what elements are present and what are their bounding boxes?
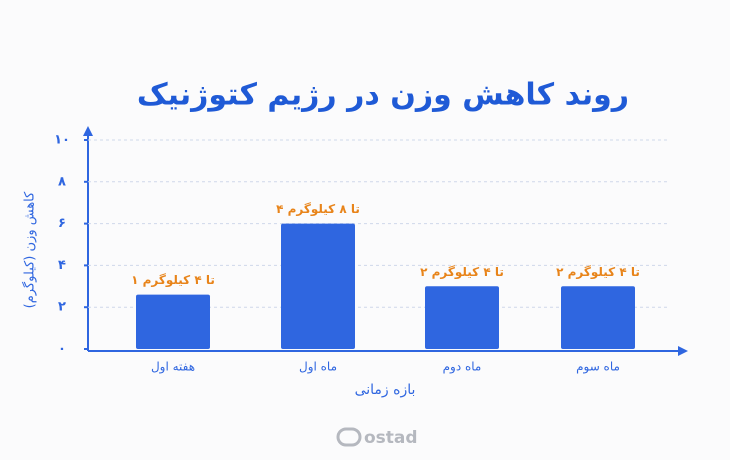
x-tick-label: ماه سوم [576,360,620,375]
bar [281,223,355,349]
bar [425,286,499,349]
x-tick-label: ماه اول [299,360,337,375]
y-axis-arrow [83,126,93,136]
value-label: ۴ تا ۸ کیلوگرم [276,202,360,217]
value-label: ۱ تا ۴ کیلوگرم [131,273,215,288]
bar [561,286,635,349]
y-tick-label: ۱۰ [54,133,70,148]
x-tick-label: ماه دوم [443,360,482,375]
y-tick-label: ۴ [58,258,66,273]
y-tick-label: ۶ [58,216,66,231]
y-axis-label: کاهش وزن (کیلوگرم) [22,191,38,308]
y-tick-label: ۸ [58,174,66,189]
logo-text: ostad [364,428,418,448]
value-label: ۲ تا ۴ کیلوگرم [556,265,640,280]
x-axis-arrow [678,346,688,356]
y-tick-label: ۲ [58,300,66,315]
logo: ostad [336,427,418,448]
chart-title: روند کاهش وزن در رژیم کتوژنیک [137,78,629,113]
x-tick-label: هفته اول [151,360,195,375]
y-tick-label: ۰ [58,342,66,357]
x-axis-label: بازه زمانی [355,382,416,398]
logo-icon [336,427,362,447]
bar [136,294,210,349]
value-label: ۲ تا ۴ کیلوگرم [420,265,504,280]
